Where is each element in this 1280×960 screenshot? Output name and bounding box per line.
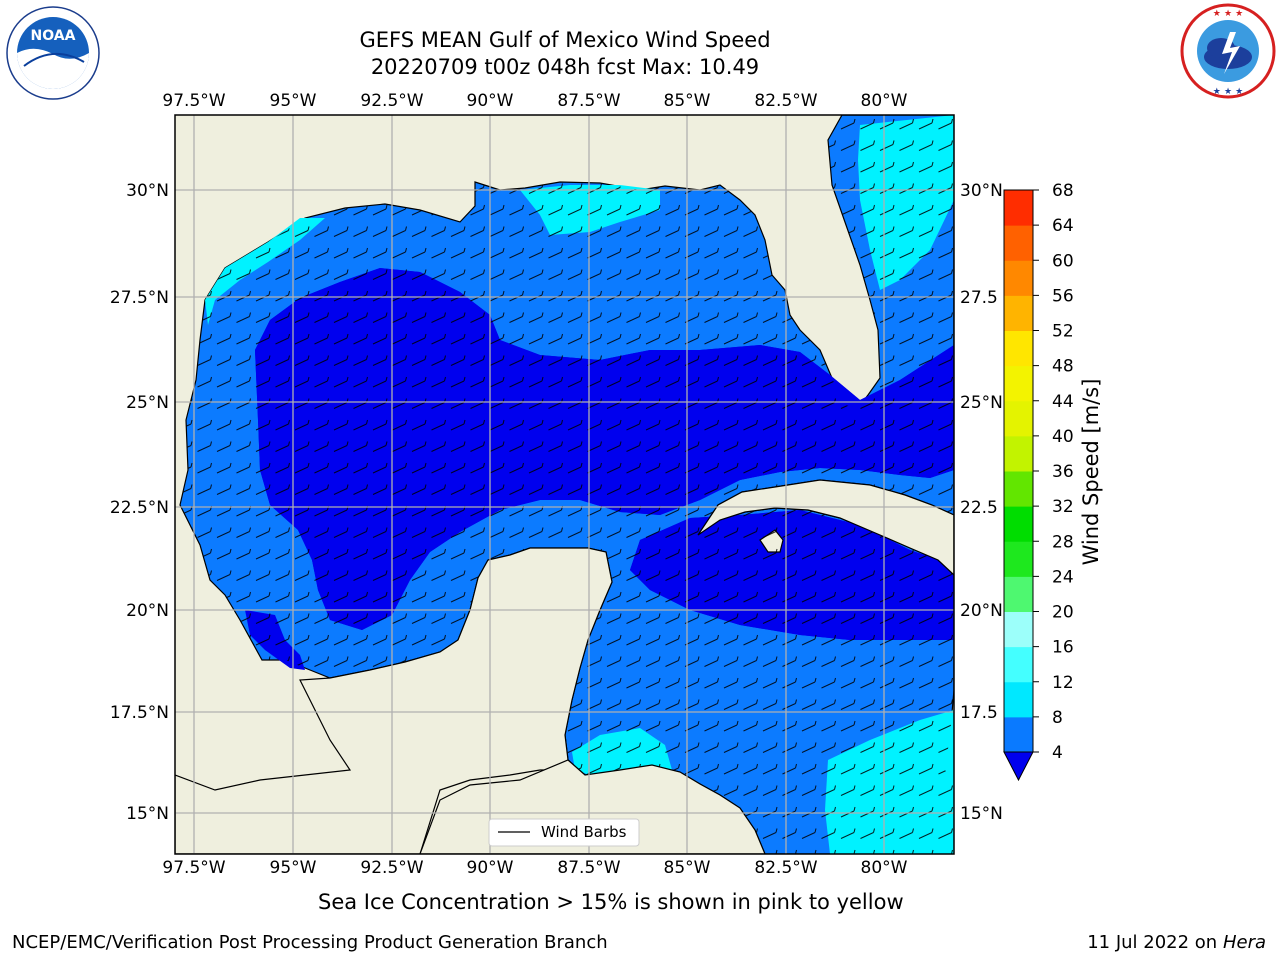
colorbar-tick-label: 36 <box>1052 462 1074 482</box>
colorbar-tick-label: 68 <box>1052 181 1074 201</box>
latitude-label: 30°N <box>126 181 169 201</box>
colorbar-band <box>1004 506 1033 542</box>
map-frame <box>175 115 954 854</box>
svg-text:★ ★ ★: ★ ★ ★ <box>1213 87 1243 97</box>
colorbar-band <box>1004 365 1033 402</box>
colorbar-tick-label: 28 <box>1052 532 1074 552</box>
colorbar-band <box>1004 471 1033 507</box>
legend-label: Wind Barbs <box>541 823 627 841</box>
latitude-label: 15°N <box>960 804 1003 824</box>
colorbar-band <box>1004 716 1033 753</box>
longitude-label: 85°W <box>664 858 711 878</box>
noaa-logo: NOAA <box>4 6 102 100</box>
latitude-label: 22.5°N <box>110 498 169 518</box>
colorbar-tick-label: 24 <box>1052 567 1074 587</box>
colorbar-band <box>1004 435 1033 472</box>
colorbar-tick-label: 4 <box>1052 743 1063 763</box>
longitude-label: 87.5°W <box>557 91 620 111</box>
date-prefix: 11 Jul 2022 on <box>1087 932 1223 953</box>
sea-ice-note: Sea Ice Concentration > 15% is shown in … <box>318 890 904 914</box>
latitude-label: 25°N <box>126 393 169 413</box>
chart-title: GEFS MEAN Gulf of Mexico Wind Speed <box>359 28 771 52</box>
latitude-label: 20°N <box>126 601 169 621</box>
longitude-label: 95°W <box>270 858 317 878</box>
colorbar-tick-label: 44 <box>1052 392 1074 412</box>
longitude-label: 80°W <box>861 858 908 878</box>
colorbar-tick-label: 40 <box>1052 427 1074 447</box>
latitude-label: 27.5 <box>960 288 998 308</box>
colorbar-band <box>1004 611 1033 648</box>
nws-logo: ★ ★ ★ ★ ★ ★ <box>1178 2 1278 100</box>
colorbar-band <box>1004 190 1033 226</box>
graticule <box>175 115 954 854</box>
latitude-label: 27.5°N <box>110 288 169 308</box>
colorbar-tick-label: 16 <box>1052 638 1074 658</box>
longitude-label: 92.5°W <box>360 858 423 878</box>
colorbar-tick-label: 20 <box>1052 603 1074 623</box>
map-border <box>174 114 955 855</box>
noaa-logo-text: NOAA <box>31 28 76 44</box>
generation-date: 11 Jul 2022 on Hera <box>1087 932 1266 953</box>
credit-line: NCEP/EMC/Verification Post Processing Pr… <box>12 932 608 953</box>
longitude-label: 92.5°W <box>360 91 423 111</box>
machine-name: Hera <box>1222 932 1266 953</box>
latitude-label: 22.5 <box>960 498 998 518</box>
latitude-label: 17.5 <box>960 703 998 723</box>
latitude-labels-right: 30°N 27.5 25°N 22.5 20°N 17.5 15°N <box>960 181 1003 824</box>
colorbar-band <box>1004 681 1033 718</box>
longitude-label: 90°W <box>467 91 514 111</box>
latitude-labels-left: 30°N 27.5°N 25°N 22.5°N 20°N 17.5°N 15°N <box>110 181 169 824</box>
longitude-label: 82.5°W <box>754 91 817 111</box>
longitude-label: 82.5°W <box>754 858 817 878</box>
longitude-labels-top: 97.5°W 95°W 92.5°W 90°W 87.5°W 85°W 82.5°W 80°W <box>162 91 907 111</box>
latitude-label: 15°N <box>126 804 169 824</box>
colorbar-tick-label: 64 <box>1052 216 1074 236</box>
colorbar-tick-label: 52 <box>1052 322 1074 342</box>
latitude-label: 20°N <box>960 601 1003 621</box>
colorbar-band <box>1004 225 1033 261</box>
colorbar-tick-label: 48 <box>1052 357 1074 377</box>
longitude-label: 97.5°W <box>162 858 225 878</box>
colorbar-label: Wind Speed [m/s] <box>1079 379 1103 566</box>
latitude-label: 30°N <box>960 181 1003 201</box>
longitude-label: 90°W <box>467 858 514 878</box>
longitude-labels-bottom: 97.5°W 95°W 92.5°W 90°W 87.5°W 85°W 82.5°W 80°W <box>162 858 907 878</box>
svg-text:★ ★ ★: ★ ★ ★ <box>1213 9 1243 19</box>
colorbar-tick-label: 12 <box>1052 673 1074 693</box>
colorbar-band <box>1004 400 1033 437</box>
colorbar-tick-label: 56 <box>1052 286 1074 306</box>
colorbar-band <box>1004 541 1033 577</box>
map-legend: Wind Barbs <box>488 818 640 847</box>
longitude-label: 97.5°W <box>162 91 225 111</box>
colorbar-tick-label: 60 <box>1052 251 1074 271</box>
latitude-label: 17.5°N <box>110 703 169 723</box>
colorbar-tick-label: 32 <box>1052 497 1074 517</box>
longitude-label: 95°W <box>270 91 317 111</box>
colorbar-band <box>1004 295 1033 331</box>
longitude-label: 80°W <box>861 91 908 111</box>
colorbar-band <box>1004 576 1033 612</box>
colorbar-band <box>1004 260 1033 296</box>
latitude-label: 25°N <box>960 393 1003 413</box>
colorbar-under-arrow <box>1003 751 1034 782</box>
colorbar-tick-label: 8 <box>1052 708 1063 728</box>
colorbar-band <box>1004 330 1033 367</box>
longitude-label: 85°W <box>664 91 711 111</box>
colorbar-band <box>1004 646 1033 683</box>
longitude-label: 87.5°W <box>557 858 620 878</box>
chart-subtitle: 20220709 t00z 048h fcst Max: 10.49 <box>370 55 760 79</box>
